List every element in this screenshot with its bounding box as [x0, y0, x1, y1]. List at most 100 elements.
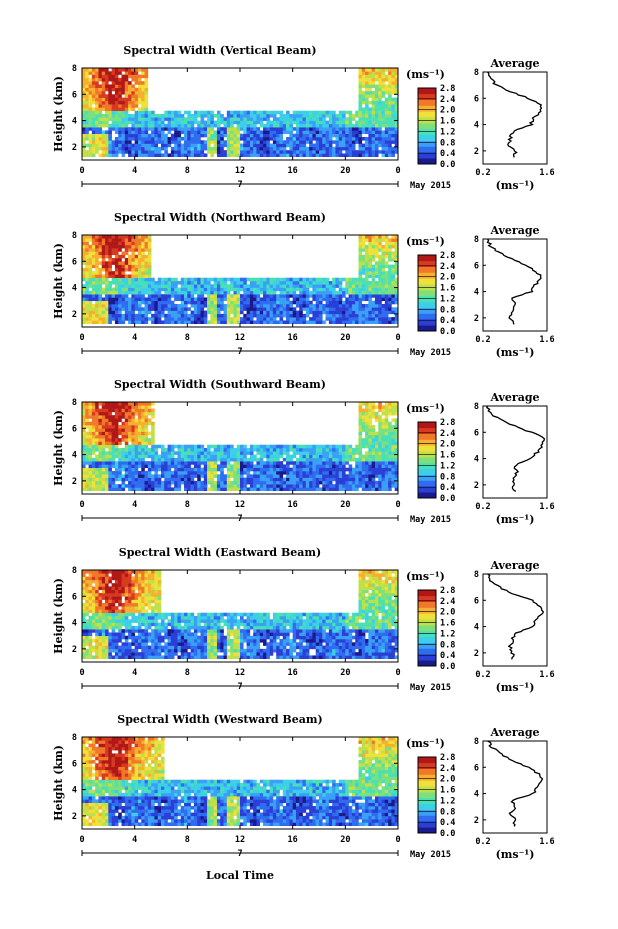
heatmap-cell [335, 477, 340, 482]
heatmap-cell [190, 451, 195, 455]
heatmap-cell [391, 153, 396, 158]
heatmap-cell [203, 304, 208, 308]
heatmap-cell [131, 133, 135, 138]
heatmap-cell [128, 146, 132, 151]
heatmap-cell [210, 294, 214, 298]
heatmap-cell [243, 290, 247, 295]
heatmap-cell [295, 140, 300, 144]
heatmap-cell [384, 320, 389, 325]
heatmap-cell [246, 123, 251, 128]
heatmap-cell [233, 127, 238, 131]
heatmap-cell [131, 411, 135, 416]
heatmap-cell [88, 428, 93, 432]
heatmap-cell [289, 117, 293, 121]
heatmap-cell [161, 123, 165, 128]
heatmap-cell [325, 133, 330, 138]
heatmap-cell [134, 81, 139, 85]
heatmap-cell [141, 271, 145, 275]
heatmap-cell [144, 264, 149, 269]
heatmap-cell [207, 114, 211, 118]
heatmap-cell [170, 281, 175, 285]
heatmap-cell [348, 146, 353, 151]
heatmap-cell [371, 487, 376, 492]
heatmap-cell [243, 444, 247, 449]
heatmap-cell [256, 474, 261, 478]
heatmap-cell [88, 248, 93, 252]
average-profile-line [486, 238, 542, 325]
heatmap-cell [276, 457, 280, 462]
heatmap-cell [207, 284, 211, 288]
heatmap-cell [272, 454, 277, 459]
heatmap-cell [128, 84, 132, 89]
heatmap-cell [91, 451, 96, 455]
heatmap-cell [144, 143, 149, 148]
heatmap-cell [312, 313, 317, 318]
heatmap-cell [91, 277, 96, 282]
heatmap-cell [223, 444, 228, 449]
heatmap-cell [378, 140, 382, 144]
heatmap-cell [95, 97, 99, 102]
heatmap-cell [295, 297, 300, 302]
heatmap-cell [82, 153, 86, 158]
heatmap-cell [348, 137, 353, 141]
heatmap-cell [111, 425, 116, 429]
heatmap-cell [342, 467, 346, 472]
heatmap-cell [358, 444, 363, 449]
heatmap-cell [118, 457, 122, 462]
heatmap-cell [105, 277, 109, 282]
heatmap-cell [319, 464, 323, 469]
heatmap-cell [88, 415, 93, 419]
heatmap-cell [85, 317, 89, 321]
heatmap-cell [105, 444, 109, 449]
heatmap-cell [111, 241, 116, 246]
heatmap-cell [338, 110, 343, 115]
heatmap-cell [105, 480, 109, 485]
heatmap-cell [384, 140, 389, 144]
heatmap-cell [167, 123, 172, 128]
heatmap-cell [236, 281, 241, 285]
heatmap-cell [147, 487, 152, 492]
heatmap-cell [213, 277, 218, 282]
heatmap-cell [249, 290, 254, 295]
heatmap-cell [144, 438, 149, 442]
heatmap-cell [322, 307, 326, 311]
heatmap-cell [358, 264, 363, 269]
heatmap-cell [368, 107, 372, 112]
heatmap-cell [177, 484, 182, 488]
heatmap-cell [114, 444, 119, 449]
heatmap-cell [269, 320, 274, 325]
heatmap-cell [95, 77, 99, 82]
heatmap-cell [286, 130, 290, 135]
heatmap-cell [295, 137, 300, 141]
heatmap-cell [151, 434, 155, 439]
heatmap-cell [197, 313, 201, 318]
heatmap-cell [118, 320, 122, 325]
heatmap-cell [315, 457, 320, 462]
heatmap-cell [365, 74, 369, 79]
heatmap-cell [243, 110, 247, 115]
heatmap-cell [131, 438, 135, 442]
heatmap-cell [128, 153, 132, 158]
heatmap-cell [243, 464, 247, 469]
heatmap-cell [101, 150, 106, 154]
heatmap-cell [105, 320, 109, 325]
heatmap-cell [190, 137, 195, 141]
heatmap-cell [85, 267, 89, 272]
heatmap-cell [289, 310, 293, 315]
heatmap-cell [374, 307, 379, 311]
heatmap-cell [98, 320, 103, 325]
heatmap-cell [190, 123, 195, 128]
heatmap-cell [128, 487, 132, 492]
y-tick-label: 6 [72, 90, 77, 100]
heatmap-cell [190, 320, 195, 325]
heatmap-cell [299, 477, 303, 482]
heatmap-cell [335, 454, 340, 459]
heatmap-cell [292, 133, 297, 138]
heatmap-cell [154, 117, 159, 121]
heatmap-cell [88, 290, 93, 295]
heatmap-cell [213, 487, 218, 492]
heatmap-cell [233, 320, 238, 325]
heatmap-cell [147, 287, 152, 292]
heatmap-cell [161, 454, 165, 459]
heatmap-cell [121, 143, 126, 148]
